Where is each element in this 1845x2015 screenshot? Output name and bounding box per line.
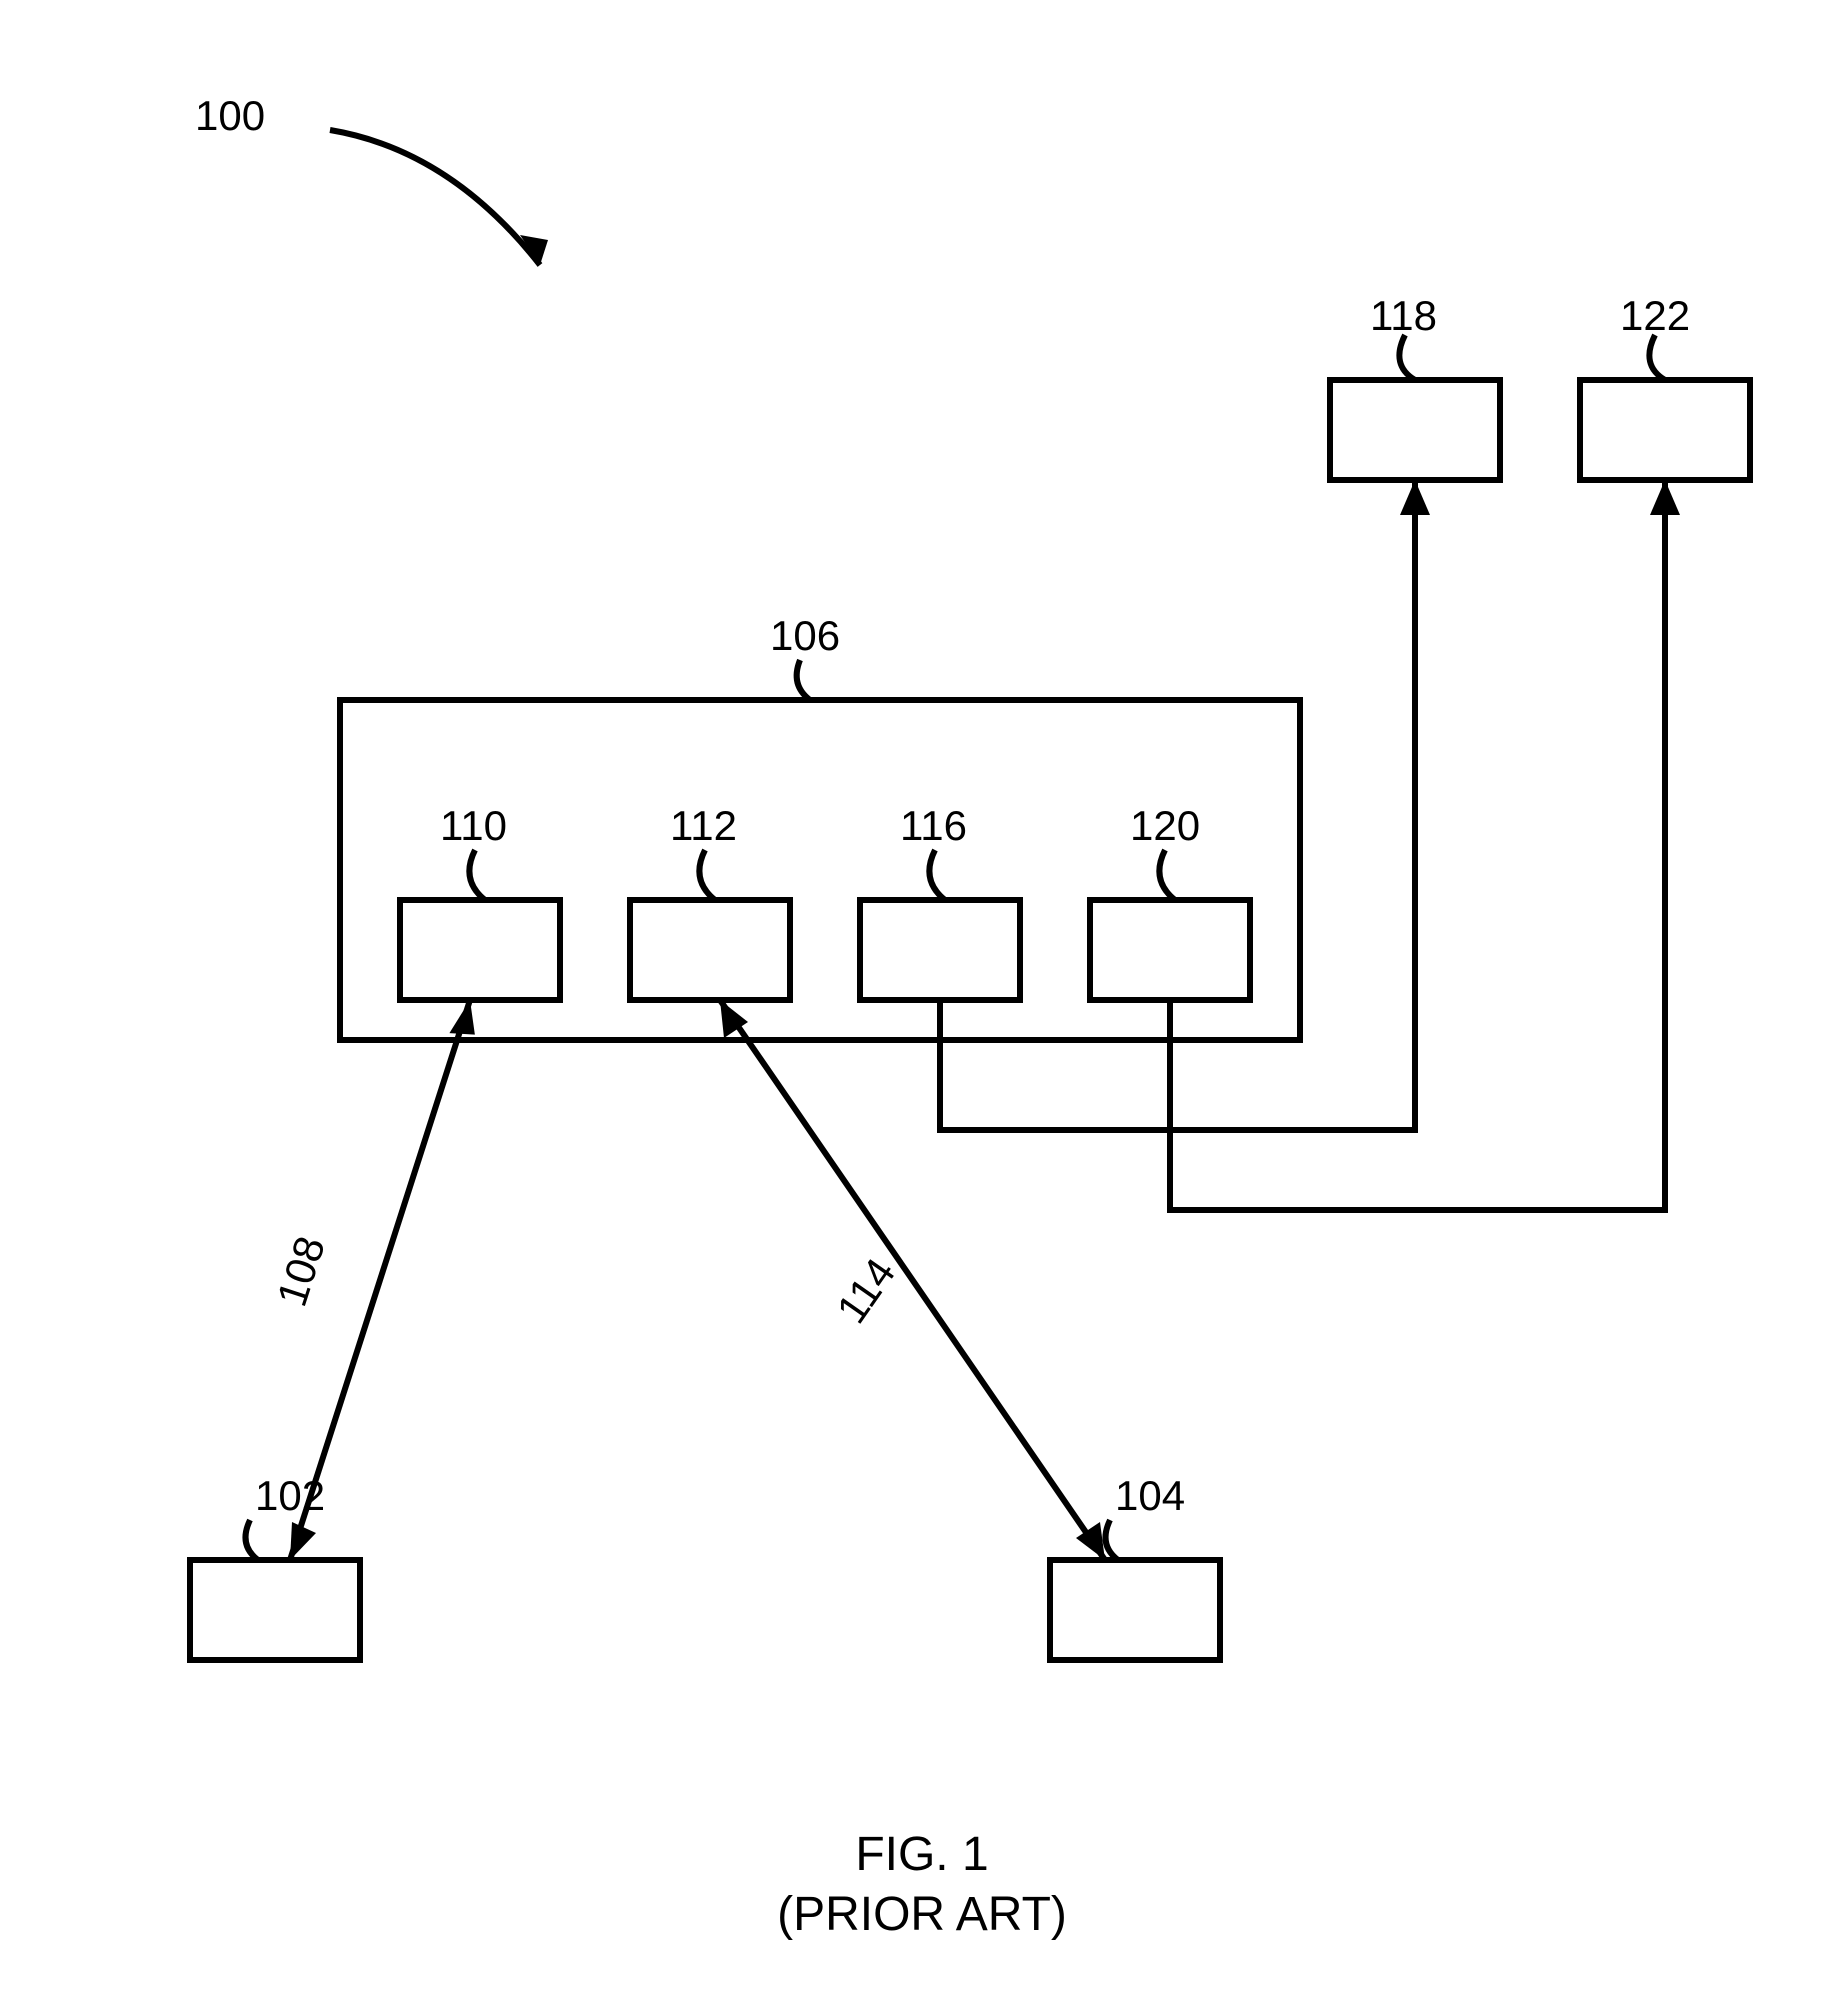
port-116 (860, 900, 1020, 1000)
box-102 (190, 1560, 360, 1660)
label-110: 110 (440, 802, 507, 849)
label-106: 106 (770, 612, 840, 659)
port-120 (1090, 900, 1250, 1000)
lead-102 (246, 1520, 259, 1560)
port-112 (630, 900, 790, 1000)
edge-114 (720, 1000, 1105, 1560)
label-114: 114 (827, 1250, 904, 1332)
arrowhead-122 (1650, 480, 1680, 515)
overall-label: 100 (195, 92, 265, 139)
arrowhead-118 (1400, 480, 1430, 515)
port-110 (400, 900, 560, 1000)
label-116: 116 (900, 802, 967, 849)
overall-leader-arrow (330, 130, 540, 265)
lead-106 (797, 660, 810, 700)
lead-104 (1106, 1520, 1119, 1560)
label-104: 104 (1115, 1472, 1185, 1519)
arrowhead-108-bottom (290, 1522, 316, 1560)
label-122: 122 (1620, 292, 1690, 339)
box-118 (1330, 380, 1500, 480)
label-118: 118 (1370, 292, 1437, 339)
box-104 (1050, 1560, 1220, 1660)
label-112: 112 (670, 802, 737, 849)
label-108: 108 (268, 1231, 334, 1312)
caption-line1: FIG. 1 (855, 1828, 988, 1881)
label-120: 120 (1130, 802, 1200, 849)
diagram-canvas: 100 106 110 112 116 120 102 104 118 122 … (0, 0, 1845, 2015)
lead-122 (1649, 335, 1665, 380)
caption-line2: (PRIOR ART) (777, 1888, 1067, 1941)
lead-118 (1399, 335, 1415, 380)
box-122 (1580, 380, 1750, 480)
